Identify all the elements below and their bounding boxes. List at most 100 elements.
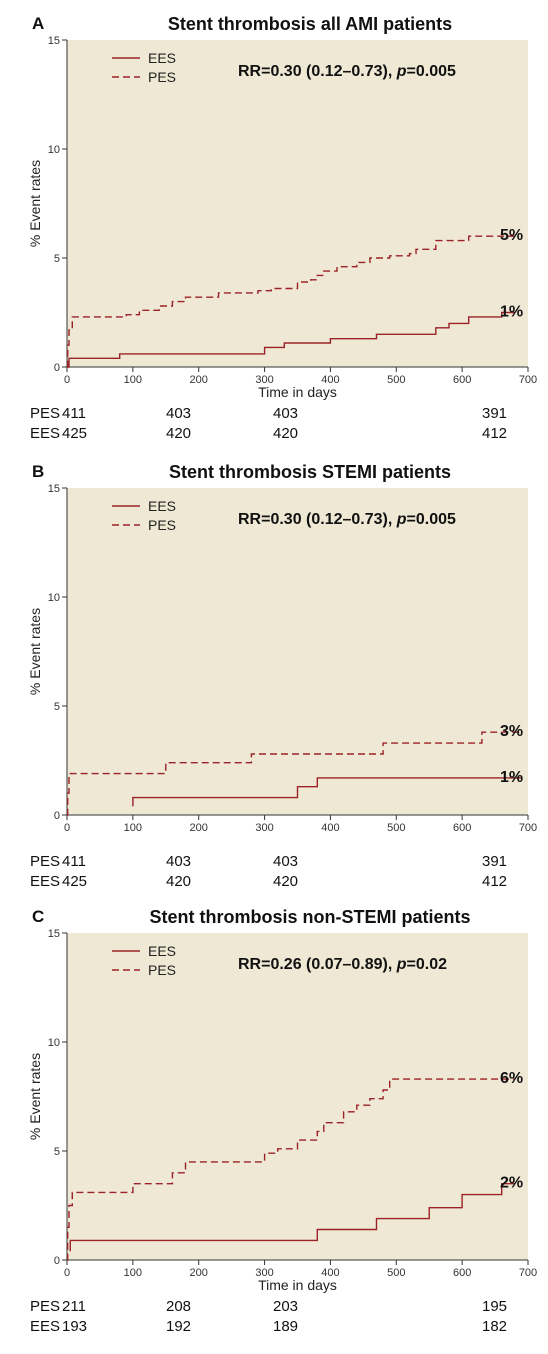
- x-tick-label: 400: [321, 822, 339, 834]
- chart-panel-b: B Stent thrombosis STEMI patients 0 5 10 15 0 1…: [0, 448, 548, 890]
- risk-count: 420: [273, 873, 299, 890]
- x-tick-label: 200: [190, 1267, 208, 1279]
- risk-table-row: PES 411 403 403 391: [0, 405, 548, 425]
- legend-label: EES: [148, 943, 176, 959]
- series-end-label: 1%: [500, 769, 523, 786]
- legend-label: EES: [148, 50, 176, 66]
- risk-count: 420: [166, 425, 192, 442]
- risk-row-label: PES: [30, 853, 61, 870]
- stats-p-value: =0.005: [407, 63, 456, 80]
- risk-table-row: EES 425 420 420 412: [0, 873, 548, 893]
- x-tick-label: 100: [124, 374, 142, 386]
- x-tick-label: 400: [321, 1267, 339, 1279]
- y-tick-label: 10: [48, 144, 60, 156]
- x-tick-label: 700: [519, 1267, 537, 1279]
- risk-count: 411: [62, 405, 86, 422]
- stats-rr: RR=0.30 (0.12–0.73),: [238, 63, 397, 80]
- risk-row-label: EES: [30, 425, 61, 442]
- risk-count: 403: [166, 853, 192, 870]
- x-axis-label: Time in days: [258, 1277, 337, 1293]
- risk-count: 189: [273, 1318, 299, 1335]
- chart-plot: 0 5 10 15 0 100 200 300 400 500 600 700 Time in days…: [27, 928, 537, 1293]
- legend-label: PES: [148, 962, 176, 978]
- x-tick-label: 700: [519, 374, 537, 386]
- stats-annotation: RR=0.30 (0.12–0.73), p=0.005: [238, 63, 456, 80]
- x-tick-label: 0: [64, 822, 70, 834]
- y-tick-label: 0: [54, 362, 60, 374]
- risk-row-label: PES: [30, 405, 61, 422]
- panel-letter: B: [32, 462, 45, 481]
- x-tick-label: 500: [387, 822, 405, 834]
- x-tick-label: 100: [124, 822, 142, 834]
- risk-row-label: EES: [30, 1318, 61, 1335]
- plot-background: [67, 933, 528, 1260]
- x-tick-label: 500: [387, 1267, 405, 1279]
- risk-count: 425: [62, 873, 88, 890]
- x-tick-label: 600: [453, 1267, 471, 1279]
- x-tick-label: 0: [64, 1267, 70, 1279]
- series-end-label: 1%: [500, 304, 523, 321]
- y-axis-label: % Event rates: [27, 1053, 43, 1140]
- risk-row-label: PES: [30, 1298, 61, 1315]
- x-tick-label: 400: [321, 374, 339, 386]
- chart-title: Stent thrombosis all AMI patients: [167, 14, 453, 34]
- legend-label: EES: [148, 498, 176, 514]
- stats-p-symbol: p: [396, 63, 407, 80]
- y-axis-label: % Event rates: [27, 608, 43, 695]
- risk-row-label: EES: [30, 873, 61, 890]
- chart-title: Stent thrombosis STEMI patients: [168, 462, 452, 482]
- y-tick-label: 15: [48, 35, 60, 47]
- risk-count: 403: [166, 405, 192, 422]
- risk-count: 403: [273, 853, 299, 870]
- chart-plot: 0 5 10 15 0 100 200 300 400 500 600 700 % Event rate…: [27, 483, 537, 834]
- x-tick-label: 100: [124, 1267, 142, 1279]
- series-end-label: 6%: [500, 1070, 523, 1087]
- risk-table-row: PES 411 403 403 391: [0, 853, 548, 873]
- risk-count: 403: [273, 405, 299, 422]
- y-tick-label: 0: [54, 810, 60, 822]
- series-end-label: 5%: [500, 227, 523, 244]
- series-end-label: 3%: [500, 723, 523, 740]
- risk-count: 412: [482, 425, 508, 442]
- stats-p-value: =0.02: [407, 956, 448, 973]
- y-axis-label: % Event rates: [27, 160, 43, 247]
- x-tick-label: 500: [387, 374, 405, 386]
- series-line-ees: [69, 1183, 515, 1252]
- series-line-pes: [66, 235, 515, 368]
- risk-count: 192: [166, 1318, 192, 1335]
- risk-count: 412: [482, 873, 508, 890]
- risk-count: 193: [62, 1318, 88, 1335]
- x-tick-label: 600: [453, 374, 471, 386]
- plot-background: [67, 40, 528, 367]
- risk-table-row: EES 193 192 189 182: [0, 1318, 548, 1338]
- x-tick-label: 200: [190, 374, 208, 386]
- stats-p-value: =0.005: [407, 511, 456, 528]
- chart-panel-a: A Stent thrombosis all AMI patients 0 5 10 15…: [0, 0, 548, 442]
- stats-rr: RR=0.26 (0.07–0.89),: [238, 956, 397, 973]
- y-tick-label: 15: [48, 928, 60, 940]
- x-tick-label: 300: [255, 374, 273, 386]
- risk-count: 391: [482, 405, 508, 422]
- risk-count: 425: [62, 425, 88, 442]
- chart-title: Stent thrombosis non-STEMI patients: [149, 907, 471, 927]
- panel-letter: C: [32, 907, 45, 926]
- stats-p-symbol: p: [396, 956, 407, 973]
- x-tick-label: 200: [190, 822, 208, 834]
- panel-letter: A: [32, 14, 45, 33]
- series-line-pes: [66, 1078, 515, 1261]
- risk-count: 182: [482, 1318, 508, 1335]
- y-tick-label: 10: [48, 1037, 60, 1049]
- risk-count: 208: [166, 1298, 192, 1315]
- y-tick-label: 5: [54, 253, 60, 265]
- risk-count: 203: [273, 1298, 299, 1315]
- risk-count: 420: [166, 873, 192, 890]
- chart-panel-c: C Stent thrombosis non-STEMI patients 0 5 10…: [0, 893, 548, 1335]
- x-tick-label: 700: [519, 822, 537, 834]
- series-line-ees: [67, 311, 515, 368]
- series-line-ees: [132, 777, 522, 807]
- risk-table-row: EES 425 420 420 412: [0, 425, 548, 445]
- x-tick-label: 300: [255, 1267, 273, 1279]
- legend-label: PES: [148, 517, 176, 533]
- risk-count: 411: [62, 853, 86, 870]
- x-tick-label: 0: [64, 374, 70, 386]
